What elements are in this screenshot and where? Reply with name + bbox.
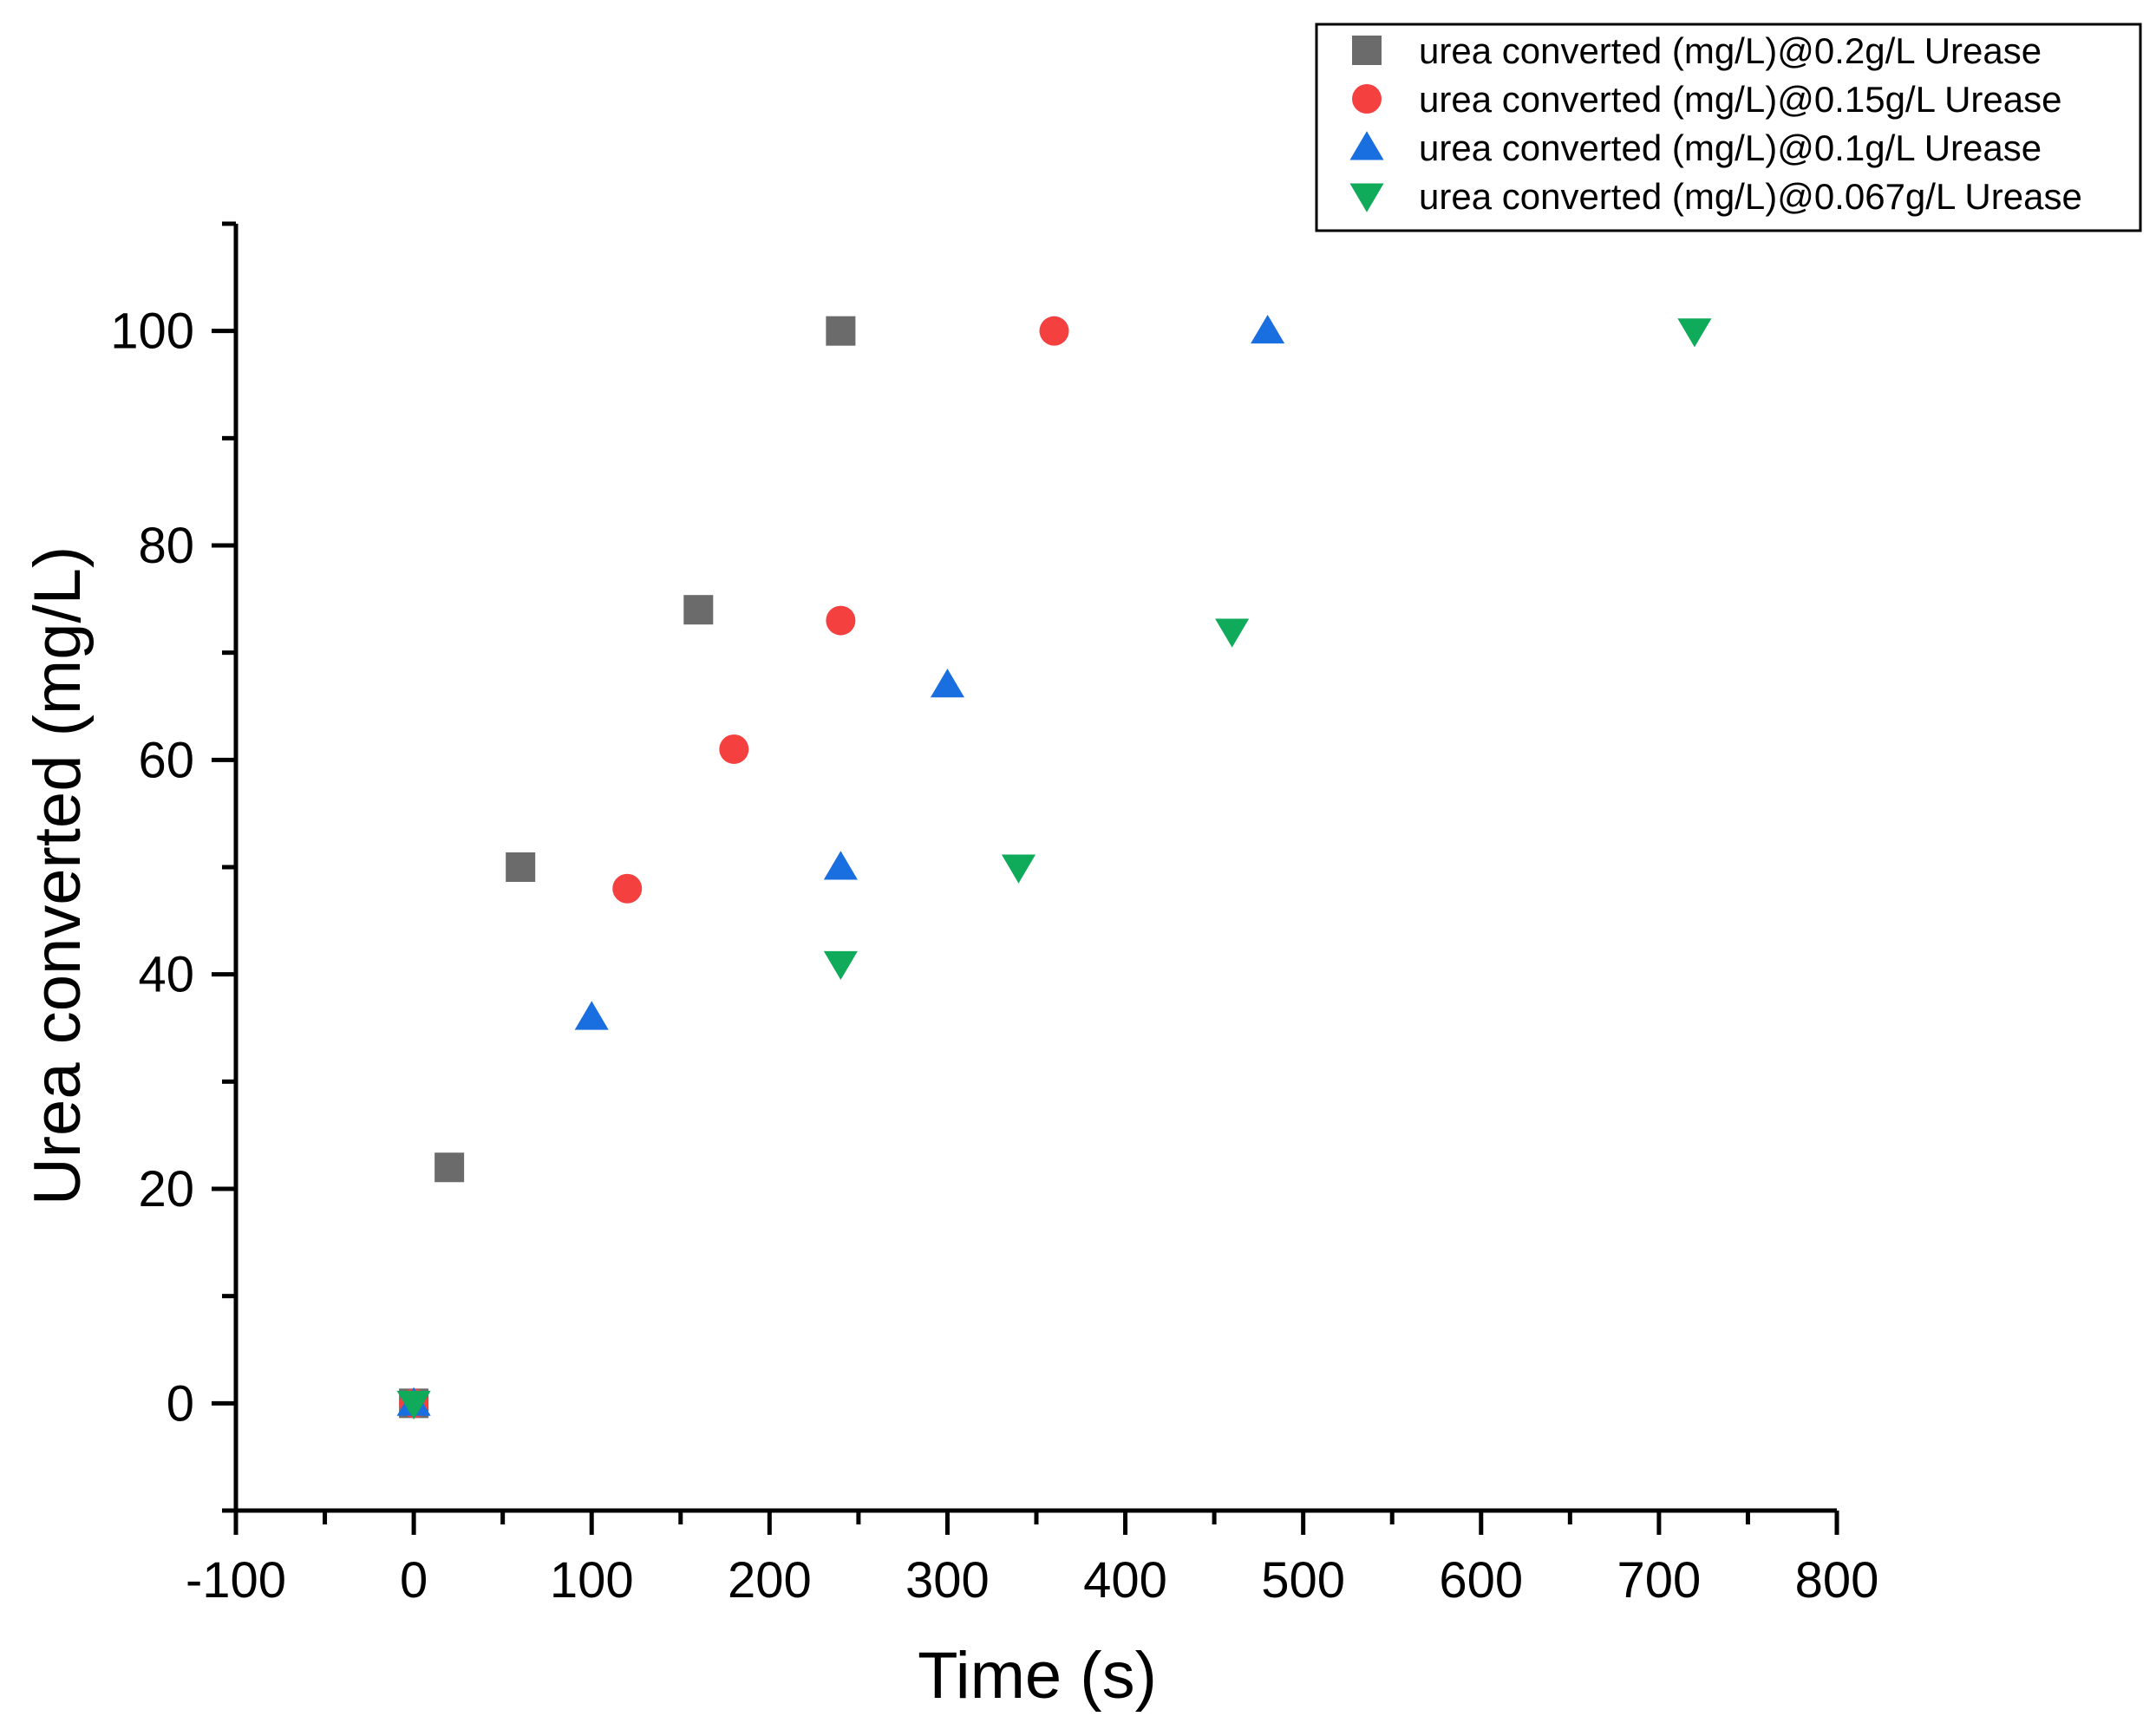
y-tick-label: 80 [138, 518, 194, 574]
x-tick-label: 700 [1617, 1552, 1701, 1609]
legend-label: urea converted (mg/L)@0.15g/L Urease [1419, 79, 2061, 120]
data-point [612, 873, 643, 904]
legend-entry: urea converted (mg/L)@0.15g/L Urease [1352, 79, 2061, 120]
data-point [506, 852, 536, 882]
data-point [574, 1001, 609, 1030]
data-point [1251, 314, 1285, 344]
x-tick-label: 100 [550, 1552, 634, 1609]
legend-entry: urea converted (mg/L)@0.1g/L Urease [1349, 127, 2042, 168]
x-tick-label: 800 [1795, 1552, 1879, 1609]
data-point [930, 669, 964, 698]
y-axis-ticks: 0 20 40 60 80 100 [110, 221, 236, 1513]
legend-entry: urea converted (mg/L)@0.2g/L Urease [1352, 30, 2042, 71]
legend-entry: urea converted (mg/L)@0.067g/L Urease [1349, 176, 2082, 217]
x-axis-ticks: -100 0 100 200 300 400 500 600 700 800 [186, 1511, 1878, 1609]
x-tick-label: 600 [1439, 1552, 1523, 1609]
data-point [396, 1390, 431, 1420]
data-point [826, 605, 856, 636]
y-tick-label: 0 [167, 1375, 194, 1432]
data-point [683, 595, 714, 625]
data-point [1001, 854, 1036, 884]
x-tick-label: 200 [728, 1552, 812, 1609]
legend-label: urea converted (mg/L)@0.2g/L Urease [1419, 30, 2042, 71]
x-tick-label: 500 [1261, 1552, 1345, 1609]
y-tick-label: 100 [110, 303, 194, 360]
legend-label: urea converted (mg/L)@0.1g/L Urease [1419, 127, 2042, 168]
y-tick-label: 40 [138, 947, 194, 1003]
data-point [434, 1152, 465, 1183]
x-tick-label: 0 [400, 1552, 428, 1609]
legend: urea converted (mg/L)@0.2g/L Urease urea … [1315, 23, 2142, 232]
data-point [1215, 618, 1250, 648]
legend-marker [1352, 84, 1382, 114]
legend-marker [1349, 183, 1384, 212]
legend-marker [1349, 131, 1384, 160]
x-tick-label: -100 [186, 1552, 286, 1609]
data-point [1677, 318, 1712, 348]
data-point [823, 851, 858, 880]
axes [233, 224, 1837, 1513]
y-tick-label: 60 [138, 732, 194, 788]
legend-marker [1352, 36, 1382, 65]
data-point [826, 316, 856, 346]
y-tick-label: 20 [138, 1161, 194, 1217]
data-point [719, 734, 749, 764]
data-point [1039, 316, 1069, 346]
series-4 [396, 318, 1712, 1420]
series-1 [399, 316, 856, 1419]
x-tick-label: 400 [1083, 1552, 1167, 1609]
y-axis-title: Urea converted (mg/L) [21, 546, 95, 1205]
data-point [823, 950, 858, 980]
x-axis-title: Time (s) [918, 1639, 1157, 1713]
series-2 [399, 316, 1069, 1419]
data-markers [396, 314, 1712, 1420]
x-tick-label: 300 [905, 1552, 990, 1609]
legend-label: urea converted (mg/L)@0.067g/L Urease [1419, 176, 2082, 217]
legend-box [1315, 23, 2142, 232]
